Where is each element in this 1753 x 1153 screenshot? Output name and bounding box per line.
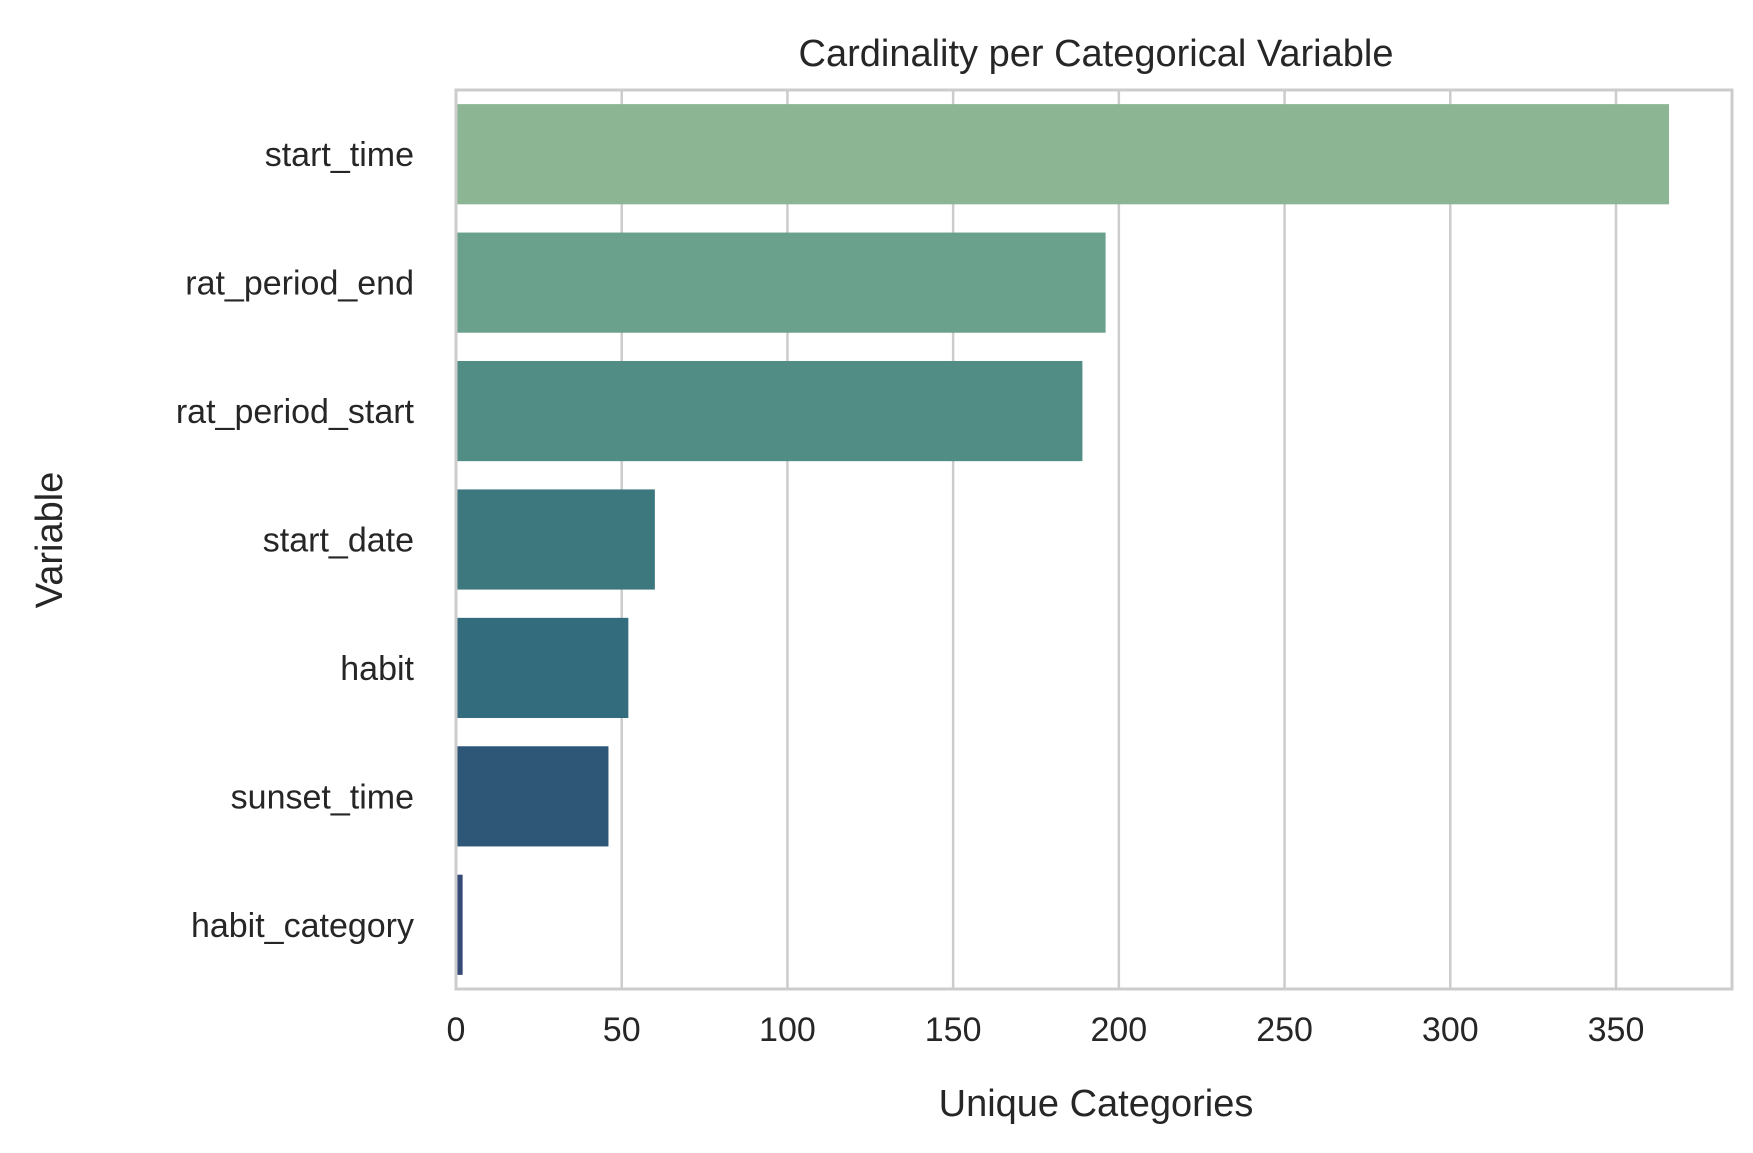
x-tick-label: 250 bbox=[1256, 1011, 1313, 1049]
y-tick-labels: start_time rat_period_end rat_period_start… bbox=[176, 136, 415, 945]
bar-sunset-time bbox=[456, 746, 609, 847]
x-tick-label: 100 bbox=[759, 1011, 816, 1049]
y-tick-label: rat_period_end bbox=[185, 265, 414, 303]
y-tick-label: rat_period_start bbox=[176, 393, 415, 431]
bars bbox=[456, 104, 1670, 975]
bar-habit bbox=[456, 617, 629, 719]
y-tick-label: sunset_time bbox=[231, 778, 414, 816]
y-tick-label: habit bbox=[340, 650, 414, 688]
chart-title: Cardinality per Categorical Variable bbox=[799, 33, 1394, 75]
bar-rat-period-start bbox=[456, 360, 1083, 462]
x-tick-labels: 0 50 100 150 200 250 300 350 bbox=[447, 1011, 1645, 1049]
bar-start-date bbox=[456, 489, 655, 590]
x-tick-label: 300 bbox=[1422, 1011, 1479, 1049]
x-tick-label: 50 bbox=[603, 1011, 641, 1049]
x-tick-label: 350 bbox=[1588, 1011, 1645, 1049]
plot-frame bbox=[454, 88, 1734, 991]
x-axis-label: Unique Categories bbox=[939, 1083, 1254, 1125]
y-tick-label: start_time bbox=[265, 136, 414, 174]
y-tick-label: start_date bbox=[263, 522, 414, 560]
x-tick-label: 200 bbox=[1090, 1011, 1147, 1049]
y-tick-label: habit_category bbox=[191, 907, 414, 945]
bar-habit-category bbox=[456, 874, 463, 975]
x-tick-label: 0 bbox=[447, 1011, 466, 1049]
y-axis-label: Variable bbox=[29, 472, 71, 609]
bar-rat-period-end bbox=[456, 232, 1106, 333]
x-tick-label: 150 bbox=[925, 1011, 982, 1049]
bar-start-time bbox=[456, 104, 1670, 205]
